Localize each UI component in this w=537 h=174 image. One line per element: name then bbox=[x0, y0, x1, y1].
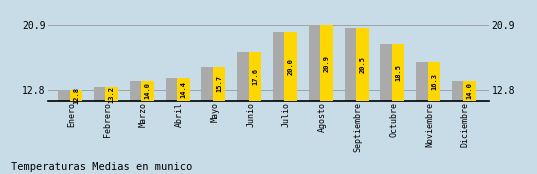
Bar bbox=[309, 25, 321, 101]
Bar bbox=[416, 62, 429, 101]
Bar bbox=[273, 32, 286, 101]
Text: 20.5: 20.5 bbox=[359, 56, 365, 73]
Text: 20.0: 20.0 bbox=[288, 58, 294, 75]
Text: 17.6: 17.6 bbox=[252, 68, 258, 85]
Text: 20.9: 20.9 bbox=[323, 54, 330, 72]
Bar bbox=[427, 62, 440, 101]
Bar bbox=[452, 81, 465, 101]
Bar bbox=[356, 28, 368, 101]
Text: 14.4: 14.4 bbox=[180, 81, 186, 98]
Bar bbox=[165, 78, 178, 101]
Bar bbox=[130, 81, 142, 101]
Bar bbox=[141, 81, 154, 101]
Text: 16.3: 16.3 bbox=[431, 73, 437, 90]
Bar bbox=[463, 81, 476, 101]
Text: 12.8: 12.8 bbox=[73, 87, 79, 104]
Bar bbox=[177, 78, 190, 101]
Bar bbox=[94, 87, 106, 101]
Bar bbox=[380, 44, 393, 101]
Bar bbox=[237, 52, 250, 101]
Bar bbox=[70, 90, 82, 101]
Bar bbox=[345, 28, 357, 101]
Text: 15.7: 15.7 bbox=[216, 76, 222, 92]
Bar bbox=[249, 52, 261, 101]
Text: 18.5: 18.5 bbox=[395, 64, 401, 81]
Bar bbox=[58, 90, 71, 101]
Bar bbox=[105, 87, 118, 101]
Text: 14.0: 14.0 bbox=[467, 82, 473, 99]
Bar bbox=[285, 32, 297, 101]
Bar bbox=[213, 67, 226, 101]
Text: Temperaturas Medias en munico: Temperaturas Medias en munico bbox=[11, 162, 192, 172]
Bar bbox=[201, 67, 214, 101]
Bar bbox=[392, 44, 404, 101]
Bar bbox=[320, 25, 333, 101]
Text: 13.2: 13.2 bbox=[108, 86, 115, 102]
Text: 14.0: 14.0 bbox=[144, 82, 150, 99]
